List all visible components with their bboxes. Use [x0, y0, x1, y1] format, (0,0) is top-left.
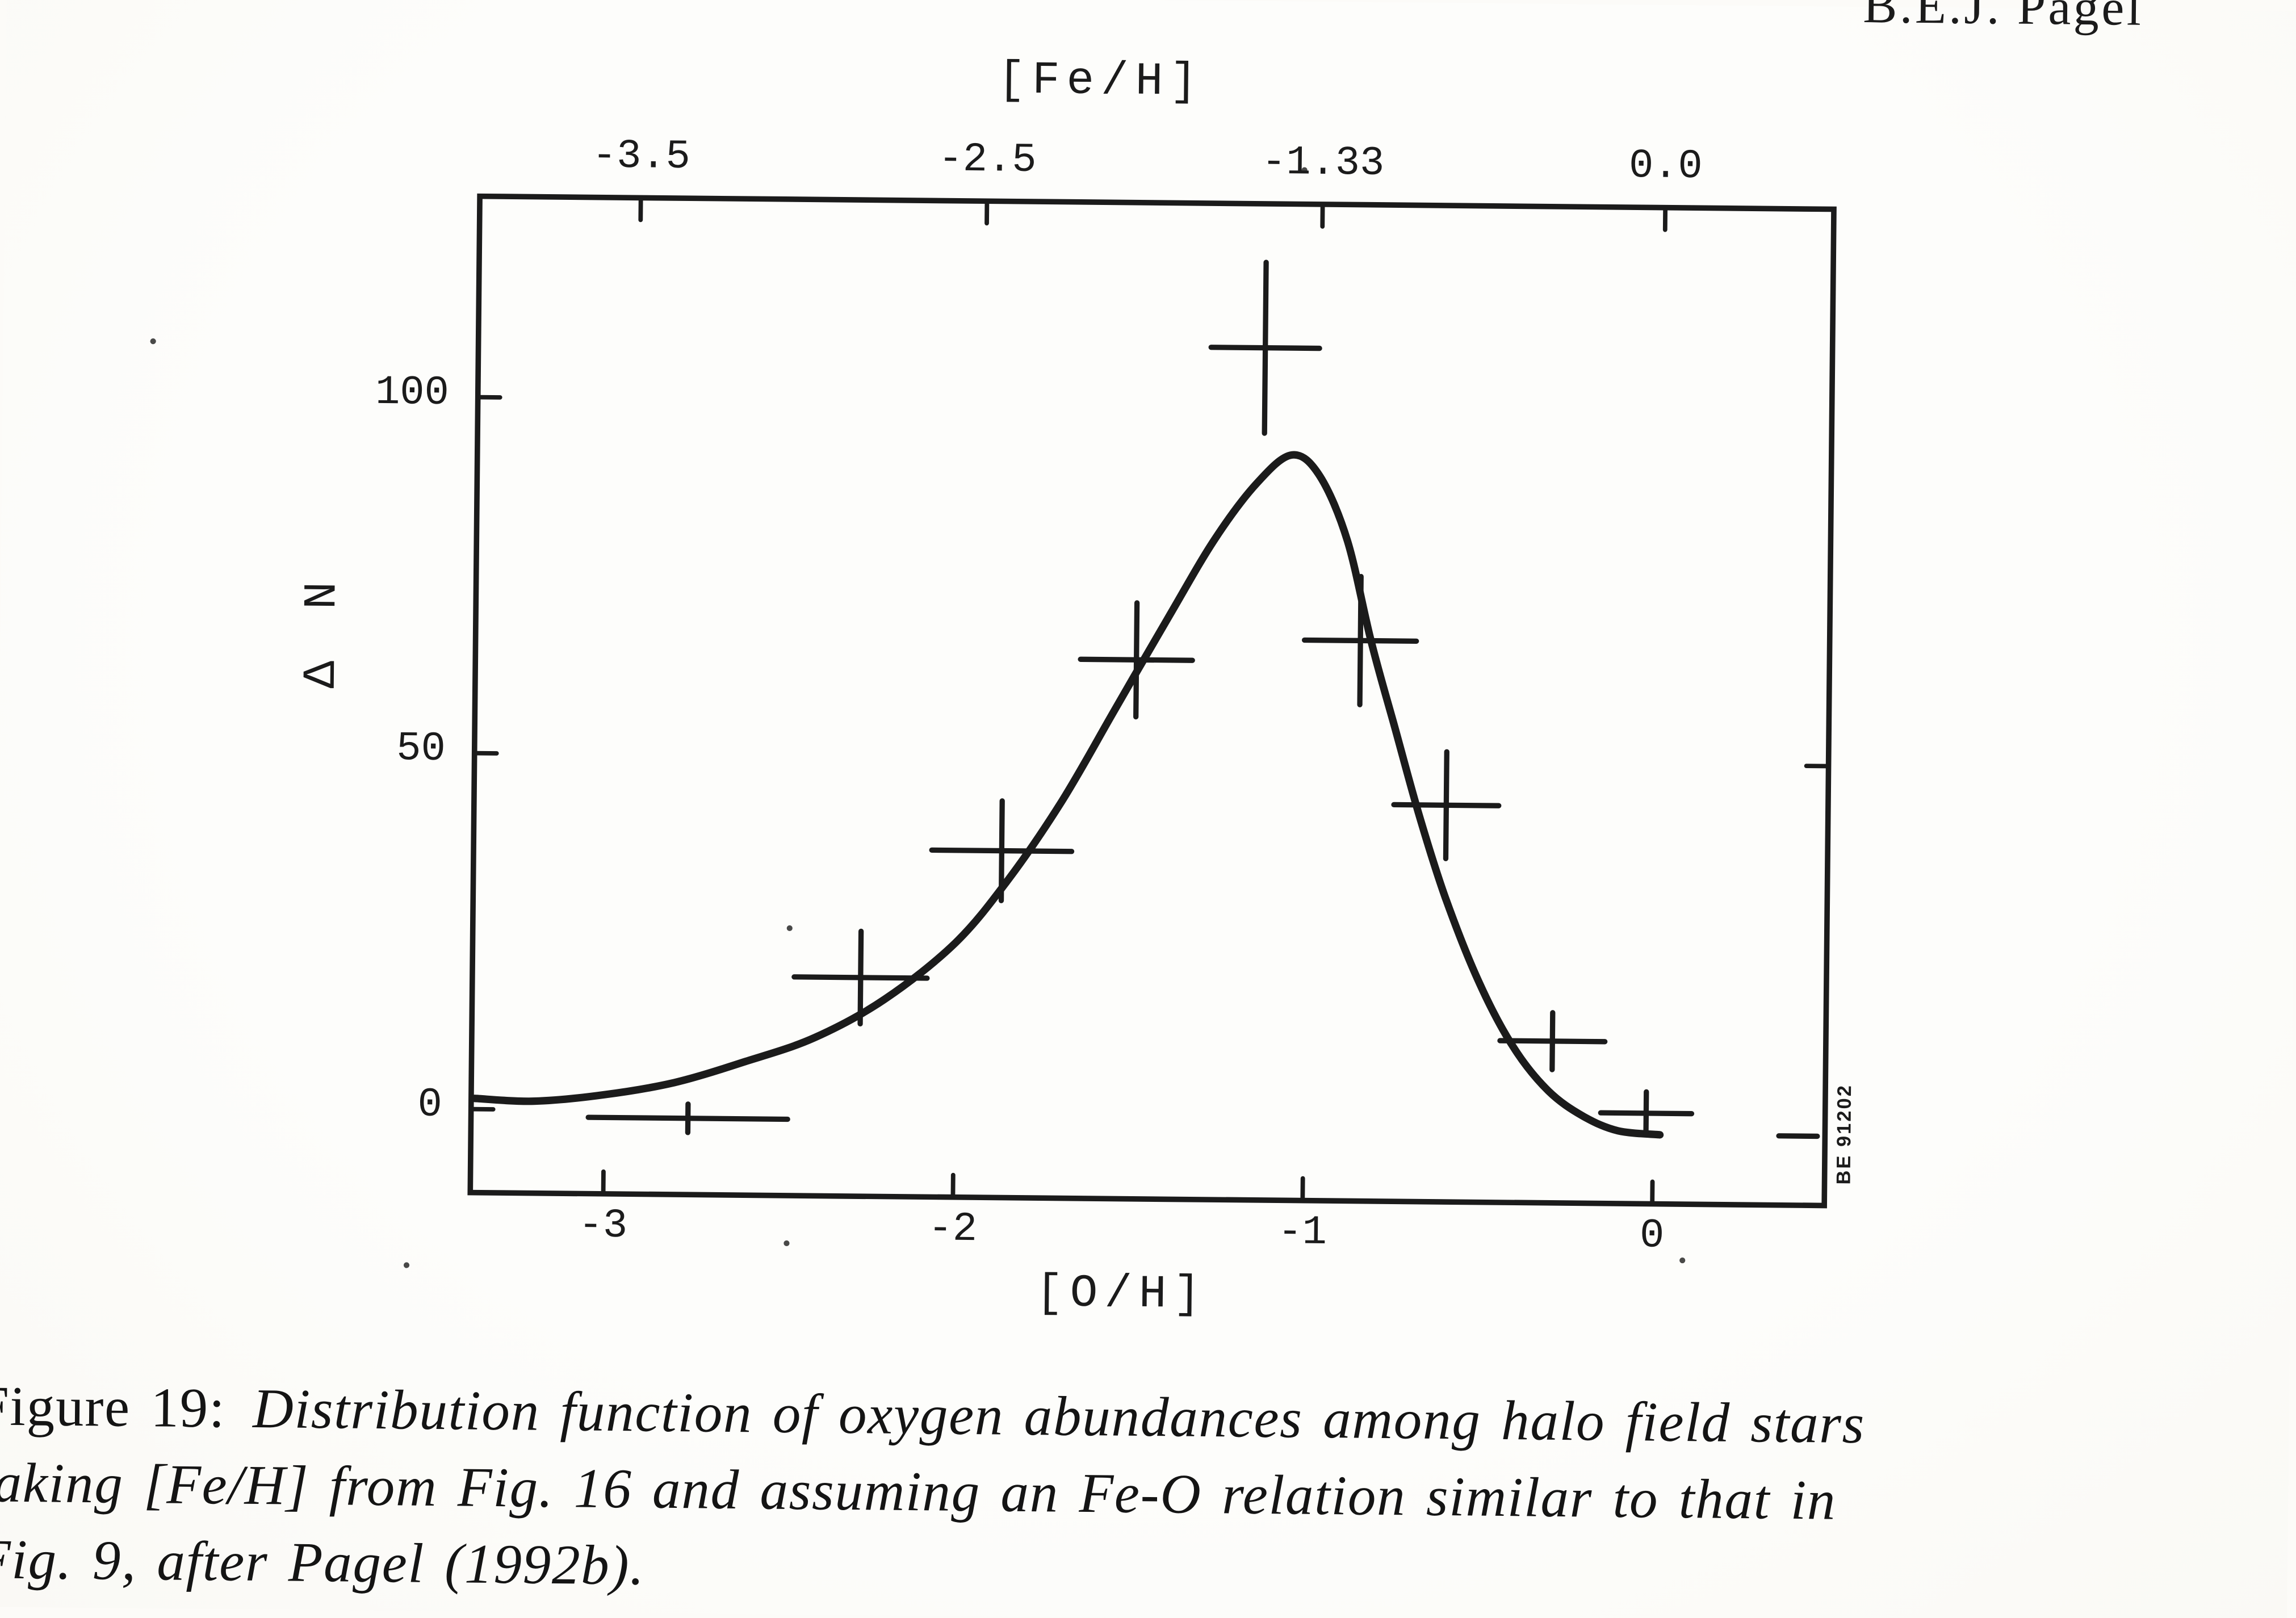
caption-line-1: Distribution function of oxygen abundanc…	[252, 1379, 1866, 1457]
scan-speck	[150, 338, 156, 345]
bottom-tick-label--2: -2	[928, 1207, 978, 1254]
bottom-axis-title: [O/H]	[1035, 1269, 1208, 1323]
top-tick-label-0.0: 0.0	[1628, 144, 1703, 191]
data-cross-ybar	[1549, 1010, 1556, 1072]
top-tick-label--1.33: -1.33	[1261, 140, 1385, 188]
baseline-dash	[1776, 1133, 1820, 1139]
data-cross-ybar	[1133, 600, 1140, 720]
plate-stamp: BE 91202	[1834, 1083, 1857, 1185]
figure-caption: Figure 19: Distribution function of oxyge…	[0, 1370, 2296, 1618]
top-tick-label--2.5: -2.5	[938, 137, 1037, 185]
scan-speck	[784, 1240, 790, 1247]
bottom-tick-label--1: -1	[1277, 1210, 1327, 1257]
distribution-curve	[471, 451, 1664, 1139]
figure-19-chart: [Fe/H] Δ N [O/H] BE 91202 -3.5 -2.5 -1.33 0…	[150, 56, 1857, 1323]
data-cross-ybar	[1443, 749, 1449, 861]
bottom-tick-label--3: -3	[578, 1204, 628, 1251]
data-cross-ybar	[857, 928, 864, 1027]
plot-frame	[467, 193, 1837, 1209]
scan-speck	[786, 925, 793, 932]
data-cross-ybar	[998, 798, 1005, 903]
scan-speck	[403, 1262, 410, 1268]
top-axis-title: [Fe/H]	[997, 56, 1205, 110]
y-tick-label-50: 50	[396, 727, 446, 774]
bottom-tick-label-0: 0	[1639, 1214, 1665, 1260]
scan-speck	[1301, 167, 1308, 173]
data-cross-ybar	[1262, 259, 1269, 436]
y-axis-title: Δ N	[298, 569, 350, 689]
data-cross-ybar	[1357, 573, 1364, 707]
scan-speck	[1679, 1257, 1686, 1264]
caption-figure-label: Figure 19:	[0, 1377, 226, 1441]
top-tick-label--3.5: -3.5	[592, 134, 691, 182]
y-tick-label-100: 100	[375, 370, 450, 418]
chart-canvas	[150, 167, 1837, 1268]
y-tick-label-0: 0	[417, 1083, 443, 1130]
